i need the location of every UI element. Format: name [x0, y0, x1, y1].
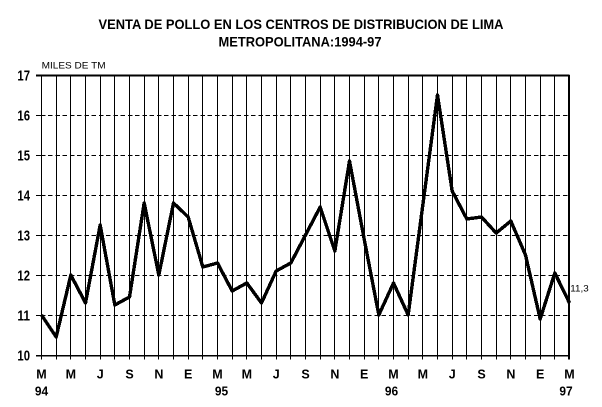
svg-text:E: E: [536, 367, 544, 381]
svg-text:J: J: [97, 367, 104, 381]
svg-text:96: 96: [385, 383, 398, 398]
svg-text:N: N: [506, 367, 515, 381]
svg-text:S: S: [477, 367, 485, 381]
svg-text:M: M: [418, 367, 428, 381]
svg-text:M: M: [388, 367, 398, 381]
svg-text:12: 12: [17, 268, 30, 285]
svg-text:VENTA DE POLLO EN LOS CENTROS: VENTA DE POLLO EN LOS CENTROS DE DISTRIB…: [99, 16, 504, 32]
svg-text:M: M: [242, 367, 252, 381]
svg-text:94: 94: [35, 383, 49, 398]
svg-text:M: M: [564, 367, 574, 381]
svg-text:11,3: 11,3: [570, 283, 588, 294]
svg-text:S: S: [125, 367, 133, 381]
svg-text:E: E: [184, 367, 192, 381]
svg-text:J: J: [449, 367, 456, 381]
svg-text:MILES DE TM: MILES DE TM: [42, 61, 106, 72]
svg-text:N: N: [154, 367, 163, 381]
svg-text:95: 95: [215, 383, 228, 398]
svg-text:11: 11: [17, 308, 30, 325]
svg-text:15: 15: [17, 148, 30, 165]
svg-text:17: 17: [17, 68, 30, 85]
svg-text:M: M: [36, 367, 46, 381]
svg-text:E: E: [360, 367, 368, 381]
svg-text:M: M: [66, 367, 76, 381]
svg-text:13: 13: [17, 228, 30, 245]
svg-text:J: J: [273, 367, 280, 381]
svg-text:16: 16: [17, 108, 30, 125]
svg-text:N: N: [330, 367, 339, 381]
svg-text:M: M: [212, 367, 222, 381]
svg-text:METROPOLITANA:1994-97: METROPOLITANA:1994-97: [219, 33, 382, 49]
svg-text:S: S: [301, 367, 309, 381]
svg-text:14: 14: [17, 188, 30, 205]
svg-text:97: 97: [559, 383, 572, 398]
svg-text:10: 10: [17, 348, 30, 365]
